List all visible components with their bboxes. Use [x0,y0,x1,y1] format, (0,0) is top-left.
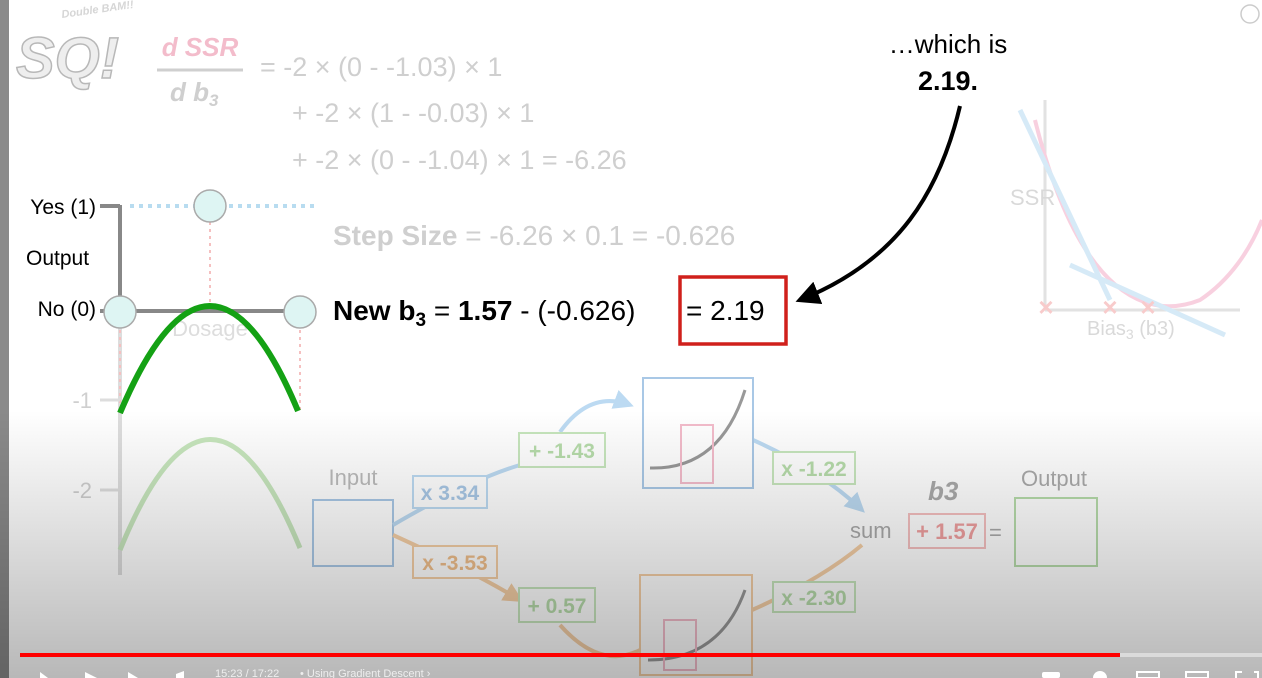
fullscreen-button[interactable] [1235,671,1259,678]
player-controls [40,671,1259,678]
miniplayer-button[interactable] [1136,671,1160,678]
denominator-subscript: 3 [209,91,219,110]
tangent [1068,262,1227,338]
play-button[interactable] [85,672,97,678]
new-bias-rest: - (-0.626) [520,295,635,326]
y-axis-title: Output [26,247,89,270]
step-size-label: Step Size [333,220,457,251]
volume-button[interactable] [176,671,184,678]
ssr-y-label: SSR [1010,185,1055,210]
x-label-suffix: (b3) [1139,318,1175,340]
derivative-line: + -2 × (1 - -0.03) × 1 [292,98,534,128]
ssr-x-label: Bias3 (b3) [1087,318,1175,342]
tangent [1017,108,1113,302]
theater-button[interactable] [1185,671,1209,678]
derivative-numerator: d SSR [162,32,239,62]
step-size: Step Size = -6.26 × 0.1 = -0.626 [333,220,735,251]
progress-played[interactable] [20,653,1120,657]
ssr-plot: SSR × × × Bias3 (b3) [1010,100,1262,342]
new-bias-result: = 2.19 [686,295,765,326]
highlight-box [678,275,788,346]
activation-curve [117,303,301,415]
new-bias-label: New b [333,295,415,326]
y-tick-label: -1 [72,388,92,413]
y-label: No (0) [38,298,96,321]
logo: Double BAM!! SQ! [15,0,135,92]
new-bias-equals: = [434,295,450,326]
time-display: 15:23 / 17:22 [215,668,279,678]
x-axis-title: Dosage [172,316,248,341]
new-bias-subscript: 3 [415,310,426,331]
logo-main: SQ! [16,26,119,91]
denominator-text: d b [170,77,209,107]
derivative-line: = -2 × (0 - -1.03) × 1 [260,52,502,82]
player-shade [0,410,1262,678]
previous-button[interactable] [40,672,48,678]
callout-arrow [795,105,962,305]
derivative-denominator: d b3 [170,77,219,110]
chapter-title[interactable]: • Using Gradient Descent › [300,668,431,678]
callout-line: …which is [889,29,1007,59]
x-mark: × [1038,292,1053,322]
logo-top: Double BAM!! [61,0,135,21]
new-bias-old: 1.57 [458,295,513,326]
info-icon[interactable] [1240,4,1260,24]
subtitles-button[interactable] [1042,672,1060,678]
callout-value: 2.19. [918,66,978,96]
derivative-line: + -2 × (0 - -1.04) × 1 = -6.26 [292,145,627,175]
x-mark: × [1140,292,1155,322]
x-label-text: Bias [1087,318,1126,340]
new-bias: New b3 = 1.57 - (-0.626) [333,295,635,331]
step-size-expression: = -6.26 × 0.1 = -0.626 [465,220,735,251]
data-point [103,295,137,329]
data-point [283,295,317,329]
y-label: Yes (1) [30,196,96,219]
x-mark: × [1102,292,1117,322]
left-edge [0,0,9,678]
data-point [193,189,227,223]
x-label-subscript: 3 [1126,326,1134,342]
next-button[interactable] [128,672,138,678]
settings-button[interactable] [1093,671,1107,678]
